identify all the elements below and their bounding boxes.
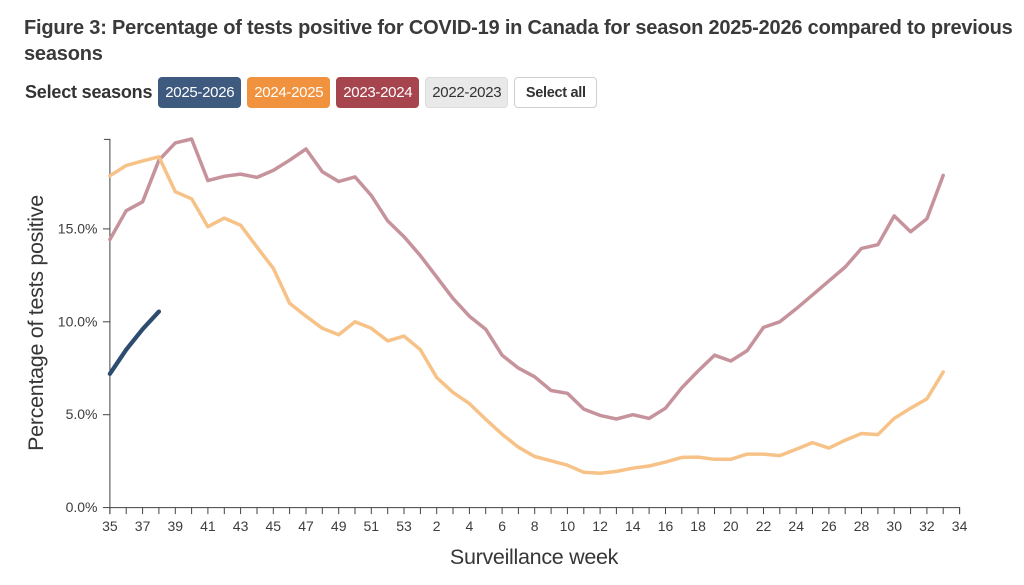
svg-text:49: 49: [331, 518, 347, 534]
svg-text:5.0%: 5.0%: [66, 406, 98, 422]
svg-text:35: 35: [102, 518, 118, 534]
svg-text:41: 41: [200, 518, 216, 534]
svg-text:16: 16: [658, 518, 674, 534]
svg-text:18: 18: [690, 518, 706, 534]
svg-text:14: 14: [625, 518, 641, 534]
svg-text:22: 22: [756, 518, 772, 534]
svg-text:26: 26: [821, 518, 837, 534]
svg-text:20: 20: [723, 518, 739, 534]
svg-text:47: 47: [298, 518, 314, 534]
svg-text:Percentage of tests positive: Percentage of tests positive: [24, 195, 48, 451]
svg-text:39: 39: [168, 518, 184, 534]
svg-text:45: 45: [266, 518, 282, 534]
svg-text:30: 30: [886, 518, 902, 534]
svg-text:10.0%: 10.0%: [58, 313, 98, 329]
svg-text:53: 53: [396, 518, 412, 534]
svg-text:43: 43: [233, 518, 249, 534]
svg-text:2: 2: [433, 518, 441, 534]
svg-text:28: 28: [854, 518, 870, 534]
svg-text:15.0%: 15.0%: [58, 220, 98, 236]
svg-text:0.0%: 0.0%: [66, 499, 98, 515]
svg-text:51: 51: [364, 518, 380, 534]
svg-text:37: 37: [135, 518, 151, 534]
svg-text:24: 24: [788, 518, 804, 534]
svg-text:Surveillance week: Surveillance week: [450, 545, 619, 569]
svg-text:6: 6: [498, 518, 506, 534]
svg-text:12: 12: [592, 518, 608, 534]
svg-text:8: 8: [531, 518, 539, 534]
svg-text:4: 4: [466, 518, 474, 534]
svg-text:34: 34: [952, 518, 968, 534]
svg-text:32: 32: [919, 518, 935, 534]
svg-text:10: 10: [560, 518, 576, 534]
